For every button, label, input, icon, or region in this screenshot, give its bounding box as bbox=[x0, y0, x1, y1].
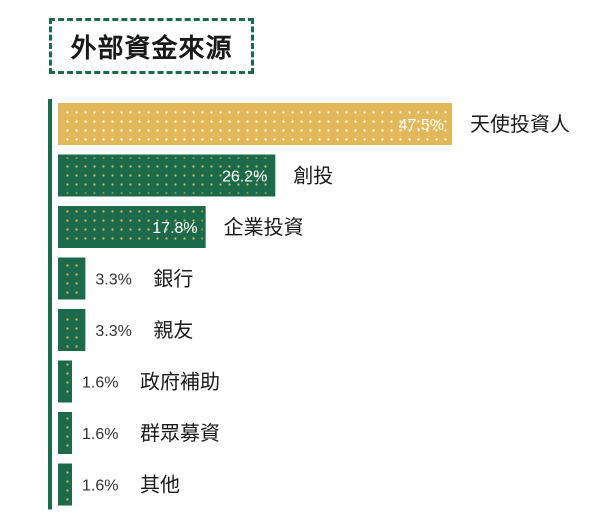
bar-value-label: 26.2% bbox=[222, 169, 267, 186]
bar-category-label: 銀行 bbox=[153, 267, 193, 291]
bar-group: 1.6% 其他 bbox=[58, 463, 180, 506]
bar-dot-texture bbox=[61, 466, 69, 503]
chart-title: 外部資金來源 bbox=[70, 33, 233, 64]
bar-dot-texture bbox=[61, 209, 203, 245]
bar-category-label: 其他 bbox=[140, 473, 180, 497]
bar-dot-texture bbox=[61, 157, 273, 194]
bar-group: 47.5% 天使投資人 bbox=[58, 103, 570, 145]
bar-group: 17.8% 企業投資 bbox=[58, 206, 304, 248]
bar-dot-texture bbox=[61, 260, 83, 297]
bar-dot-texture bbox=[61, 106, 449, 142]
bar-dot-texture bbox=[61, 415, 69, 451]
bar-value-label: 1.6% bbox=[82, 375, 118, 392]
bar-group: 26.2% 創投 bbox=[58, 154, 333, 197]
bar-group: 1.6% 政府補助 bbox=[58, 360, 220, 403]
bar-group: 3.3% 銀行 bbox=[58, 257, 193, 300]
bar-value-label: 1.6% bbox=[82, 426, 118, 443]
bar-group: 1.6% 群眾募資 bbox=[58, 412, 220, 454]
bar-category-label: 創投 bbox=[293, 164, 333, 188]
bar-category-label: 企業投資 bbox=[224, 215, 304, 239]
chart-title-box: 外部資金來源 bbox=[49, 18, 254, 74]
bar-dot-texture bbox=[61, 363, 69, 400]
bar-value-label: 1.6% bbox=[82, 478, 118, 495]
bar-category-label: 親友 bbox=[153, 318, 193, 342]
bar-dot-texture bbox=[61, 312, 83, 348]
bar-category-label: 政府補助 bbox=[140, 370, 220, 394]
bar-group: 3.3% 親友 bbox=[58, 309, 193, 351]
bar-category-label: 天使投資人 bbox=[470, 112, 570, 136]
bar-value-label: 47.5% bbox=[399, 117, 444, 134]
bar-value-label: 3.3% bbox=[95, 272, 131, 289]
bar-value-label: 3.3% bbox=[95, 323, 131, 340]
bar-category-label: 群眾募資 bbox=[140, 421, 220, 445]
bar-value-label: 17.8% bbox=[152, 220, 197, 237]
